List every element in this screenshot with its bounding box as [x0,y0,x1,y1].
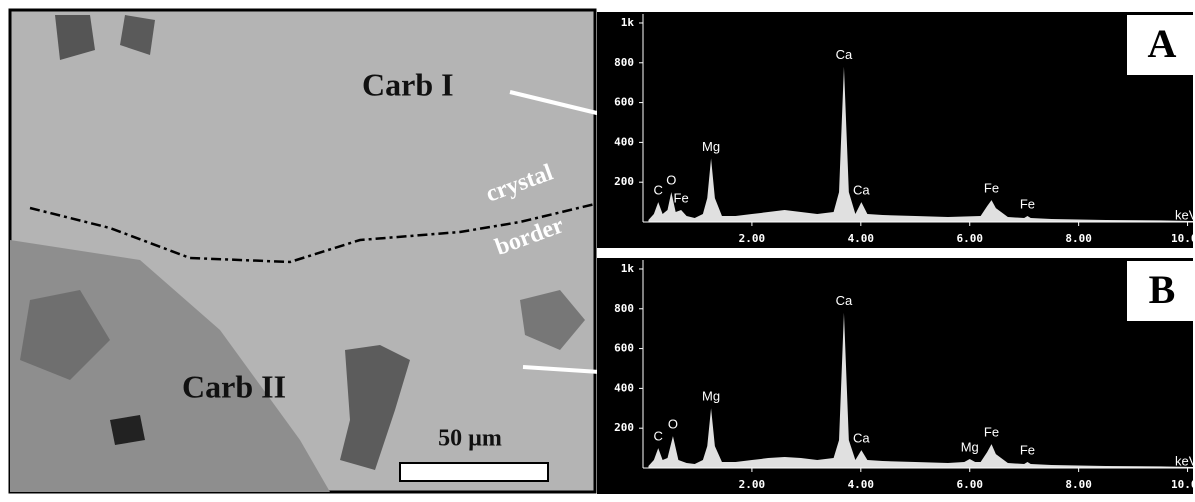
peak-label: Ca [836,293,853,308]
peak-label: Ca [853,431,870,446]
peak-label: Mg [961,439,979,454]
x-tick-label: 4.00 [848,232,875,245]
y-tick-label: 1k [621,262,635,275]
x-tick-label: 10.00 [1171,232,1195,245]
y-tick-label: 200 [614,175,634,188]
peak-label: Fe [984,181,999,196]
spectrum-panel: 200 400 600 800 1k 2.00 4.00 6.00 8.00 10.00 keV CO… [597,12,1195,248]
y-tick-label: 400 [614,135,634,148]
peak-label: O [668,417,678,432]
peak-label: Fe [984,425,999,440]
panel-background [597,12,1193,248]
y-tick-label: 400 [614,381,634,394]
peak-label: Ca [853,183,870,198]
x-tick-label: 8.00 [1065,232,1092,245]
x-axis-label: keV [1175,453,1195,468]
scale-bar [400,463,548,481]
label: Carb II [182,368,286,404]
y-tick-label: 1k [621,16,635,29]
peak-label: C [654,429,663,444]
x-tick-label: 2.00 [739,232,766,245]
x-tick-label: 6.00 [956,232,983,245]
y-tick-label: 200 [614,421,634,434]
y-tick-label: 800 [614,56,634,69]
x-tick-label: 10.00 [1171,478,1195,491]
panel-background [597,258,1193,494]
sem-grain [110,415,145,445]
panel-label: A [1148,21,1177,66]
label: Carb I [362,66,454,102]
peak-label: O [666,173,676,188]
peak-label: Fe [1020,442,1035,457]
sem-image: Carb I Carb II crystal border 50 µm [10,10,658,492]
peak-label: Mg [702,389,720,404]
x-tick-label: 8.00 [1065,478,1092,491]
y-tick-label: 600 [614,96,634,109]
scale-label: 50 µm [438,426,502,452]
panel-label: B [1149,267,1176,312]
peak-label: Fe [1020,196,1035,211]
x-axis-label: keV [1175,207,1195,222]
figure: Carb I Carb II crystal border 50 µm 200 4… [0,0,1195,497]
x-tick-label: 4.00 [848,478,875,491]
peak-label: Fe [674,190,689,205]
peak-label: Ca [836,47,853,62]
peak-label: C [654,183,663,198]
y-tick-label: 800 [614,302,634,315]
spectrum-panel: 200 400 600 800 1k 2.00 4.00 6.00 8.00 10.00 keV CO… [597,258,1195,494]
x-tick-label: 6.00 [956,478,983,491]
x-tick-label: 2.00 [739,478,766,491]
peak-label: Mg [702,139,720,154]
y-tick-label: 600 [614,342,634,355]
